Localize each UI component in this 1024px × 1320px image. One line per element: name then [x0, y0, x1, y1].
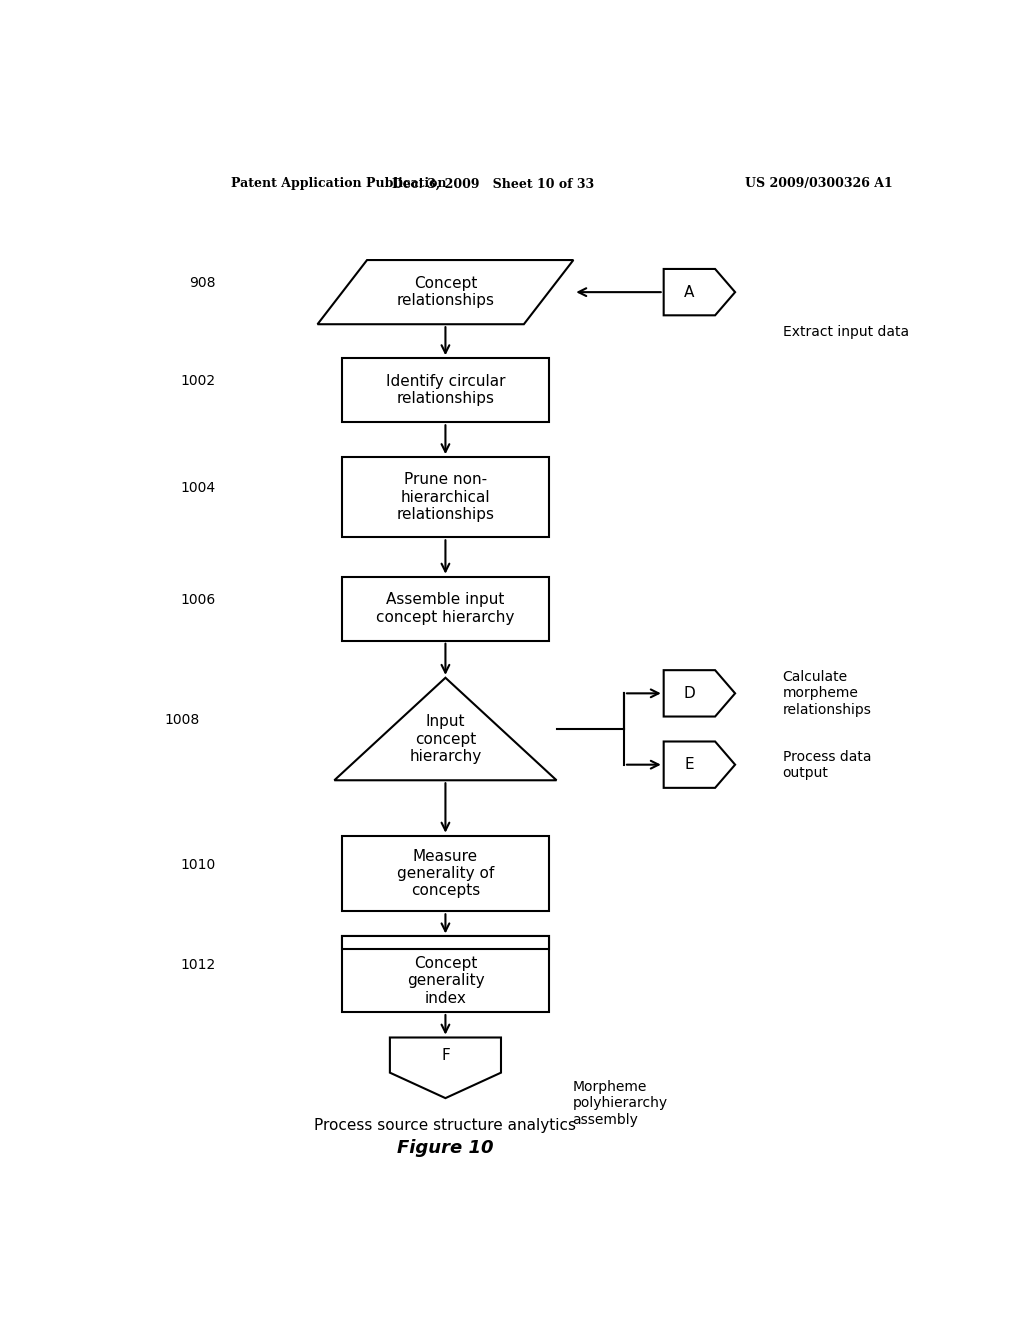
Text: Concept
relationships: Concept relationships — [396, 276, 495, 309]
Text: Input
concept
hierarchy: Input concept hierarchy — [410, 714, 481, 764]
Bar — [342, 936, 549, 949]
Polygon shape — [390, 1038, 501, 1098]
Text: US 2009/0300326 A1: US 2009/0300326 A1 — [744, 177, 892, 190]
Text: Identify circular
relationships: Identify circular relationships — [386, 374, 505, 407]
Bar — [342, 457, 549, 537]
Text: 1004: 1004 — [180, 482, 215, 495]
Text: Process source structure analytics: Process source structure analytics — [314, 1118, 577, 1134]
Text: Patent Application Publication: Patent Application Publication — [231, 177, 446, 190]
Text: Process data
output: Process data output — [782, 750, 871, 780]
Text: Morpheme
polyhierarchy
assembly: Morpheme polyhierarchy assembly — [572, 1080, 668, 1127]
Text: A: A — [684, 285, 694, 300]
Text: Measure
generality of
concepts: Measure generality of concepts — [397, 849, 494, 899]
Polygon shape — [664, 742, 735, 788]
Text: 1010: 1010 — [180, 858, 215, 871]
Text: Dec. 3, 2009   Sheet 10 of 33: Dec. 3, 2009 Sheet 10 of 33 — [392, 177, 594, 190]
Text: Prune non-
hierarchical
relationships: Prune non- hierarchical relationships — [396, 473, 495, 523]
Polygon shape — [317, 260, 573, 325]
Polygon shape — [334, 677, 557, 780]
Polygon shape — [664, 671, 735, 717]
Bar — [342, 836, 549, 911]
Text: Extract input data: Extract input data — [782, 325, 909, 339]
Text: Calculate
morpheme
relationships: Calculate morpheme relationships — [782, 671, 871, 717]
Text: Concept
generality
index: Concept generality index — [407, 956, 484, 1006]
Text: Assemble input
concept hierarchy: Assemble input concept hierarchy — [376, 593, 515, 624]
Text: 1006: 1006 — [180, 593, 215, 607]
Text: D: D — [683, 686, 695, 701]
Polygon shape — [664, 269, 735, 315]
Text: 1012: 1012 — [180, 958, 215, 973]
Bar — [342, 358, 549, 422]
Text: F: F — [441, 1048, 450, 1063]
Bar — [342, 577, 549, 640]
Text: 1002: 1002 — [180, 375, 215, 388]
Text: Figure 10: Figure 10 — [397, 1139, 494, 1158]
Text: 1008: 1008 — [164, 713, 200, 727]
Text: E: E — [685, 758, 694, 772]
Text: 908: 908 — [188, 276, 215, 290]
Bar — [342, 936, 549, 1012]
